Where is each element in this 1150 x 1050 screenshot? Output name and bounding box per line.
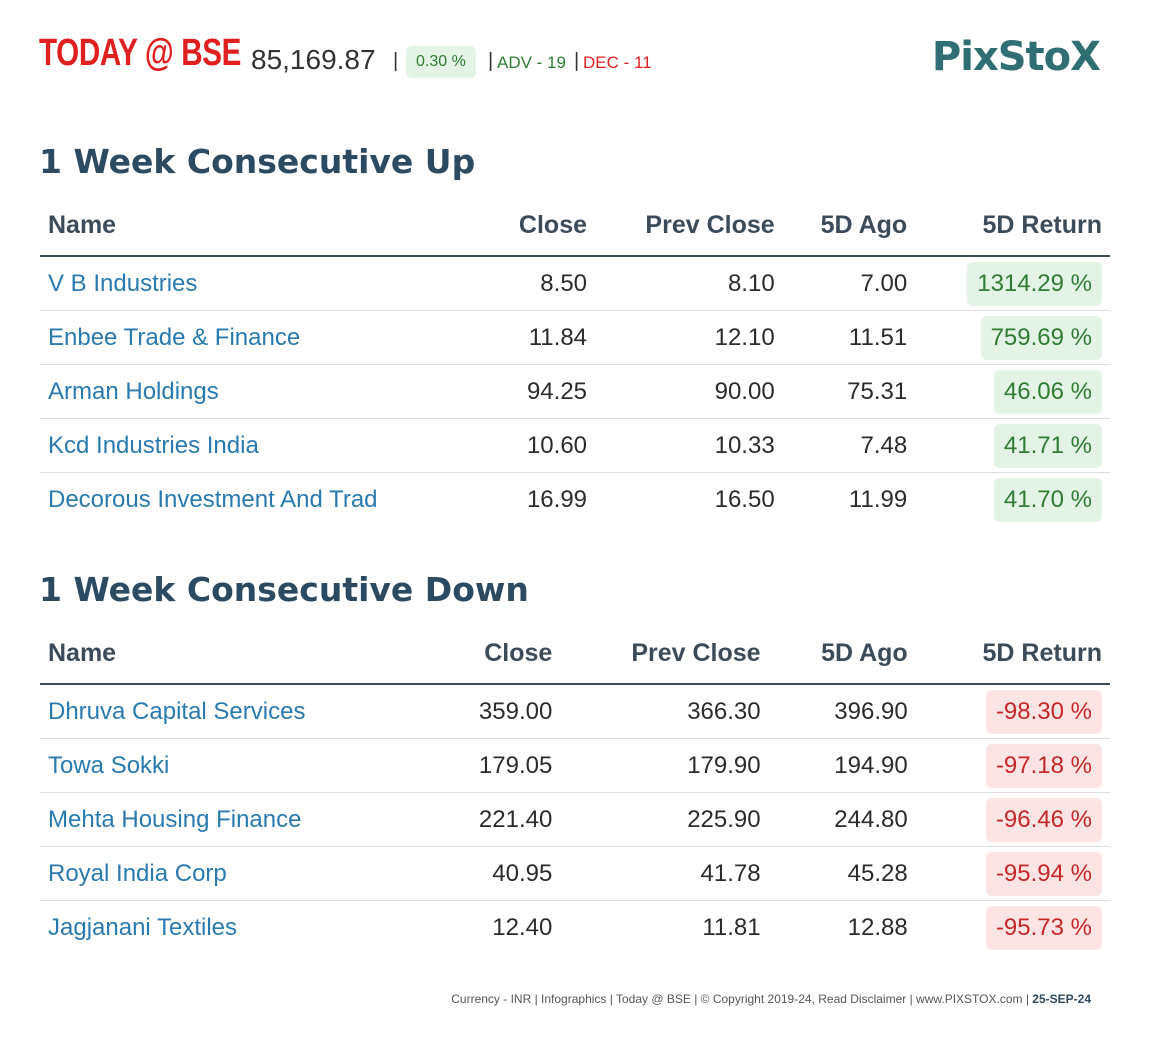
divider: | (574, 50, 580, 72)
5d-return-cell: -95.94 % (915, 846, 1110, 901)
5d-return-cell: 1314.29 % (915, 256, 1110, 311)
section-title-up: 1 Week Consecutive Up (39, 142, 476, 181)
5d-ago-value: 194.90 (768, 738, 916, 793)
col-header-name: Name (40, 623, 433, 685)
col-header-close: Close (432, 623, 561, 685)
close-value: 10.60 (486, 418, 596, 473)
prev-close-value: 225.90 (560, 792, 769, 847)
return-badge: -95.94 % (985, 851, 1102, 896)
stock-name-link[interactable]: V B Industries (40, 256, 487, 311)
col-header-5d-return: 5D Return (915, 195, 1110, 257)
page-title: TODAY @ BSE (39, 32, 241, 74)
divider: | (488, 50, 494, 72)
return-badge: -97.18 % (985, 743, 1102, 788)
return-badge: -98.30 % (985, 689, 1102, 734)
5d-return-cell: 759.69 % (915, 310, 1110, 365)
col-header-5d-ago: 5D Ago (782, 195, 916, 257)
close-value: 221.40 (432, 792, 561, 847)
stock-name-link[interactable]: Towa Sokki (40, 738, 433, 793)
table-consecutive-down: Name Close Prev Close 5D Ago 5D Return D… (40, 623, 1110, 954)
return-badge: 41.71 % (993, 423, 1102, 468)
return-badge: -96.46 % (985, 797, 1102, 842)
5d-return-cell: 46.06 % (915, 364, 1110, 419)
close-value: 94.25 (486, 364, 596, 419)
5d-ago-value: 75.31 (782, 364, 916, 419)
prev-close-value: 12.10 (595, 310, 783, 365)
5d-ago-value: 396.90 (768, 684, 916, 739)
stock-name-link[interactable]: Kcd Industries India (40, 418, 487, 473)
stock-name-link[interactable]: Arman Holdings (40, 364, 487, 419)
col-header-5d-ago: 5D Ago (768, 623, 916, 685)
table-row: Jagjanani Textiles 12.40 11.81 12.88 -95.73 … (40, 901, 1110, 955)
5d-ago-value: 12.88 (847, 913, 908, 941)
return-badge: 1314.29 % (967, 261, 1102, 306)
col-header-prev-close: Prev Close (595, 195, 783, 257)
table-row: Towa Sokki 179.05 179.90 194.90 -97.18 % (40, 738, 1110, 793)
stock-name-link[interactable]: Royal India Corp (40, 846, 433, 901)
table-row: Kcd Industries India 10.60 10.33 7.48 41.71 … (40, 418, 1110, 473)
table-row: V B Industries 8.50 8.10 7.00 1314.29 % (40, 256, 1110, 311)
header: TODAY @ BSE 85,169.87 | 0.30 % | ADV - 1… (39, 30, 1110, 90)
stock-name-link[interactable]: Enbee Trade & Finance (40, 310, 487, 365)
5d-return-cell: -97.18 % (915, 738, 1110, 793)
col-header-close: Close (486, 195, 596, 257)
table-header-row: Name Close Prev Close 5D Ago 5D Return (40, 195, 1110, 257)
footer-date: 25-SEP-24 (1032, 992, 1091, 1006)
5d-ago-value: 11.99 (848, 485, 908, 513)
stock-name-link[interactable]: Jagjanani Textiles (48, 913, 238, 941)
return-badge: 41.70 % (993, 477, 1102, 522)
index-value: 85,169.87 (251, 44, 376, 75)
close-value: 40.95 (432, 846, 561, 901)
section-title-down: 1 Week Consecutive Down (39, 570, 529, 609)
footer-text: Currency - INR | Infographics | Today @ … (451, 992, 1033, 1006)
prev-close-value: 179.90 (560, 738, 769, 793)
table-row: Royal India Corp 40.95 41.78 45.28 -95.94 % (40, 846, 1110, 901)
table-row: Arman Holdings 94.25 90.00 75.31 46.06 % (40, 364, 1110, 419)
close-value: 16.99 (526, 485, 588, 513)
divider: | (393, 50, 399, 72)
footer: Currency - INR | Infographics | Today @ … (451, 992, 1091, 1006)
prev-close-value: 41.78 (560, 846, 769, 901)
prev-close-value: 90.00 (595, 364, 783, 419)
close-value: 8.50 (486, 256, 596, 311)
return-badge: 46.06 % (993, 369, 1102, 414)
prev-close-value: 366.30 (560, 684, 769, 739)
5d-ago-value: 7.48 (782, 418, 916, 473)
5d-return-cell: -96.46 % (915, 792, 1110, 847)
5d-return-cell: 41.71 % (915, 418, 1110, 473)
close-value: 11.84 (486, 310, 596, 365)
table-row: Enbee Trade & Finance 11.84 12.10 11.51 759.… (40, 310, 1110, 365)
5d-ago-value: 11.51 (782, 310, 916, 365)
5d-ago-value: 244.80 (768, 792, 916, 847)
close-value: 179.05 (432, 738, 561, 793)
col-header-prev-close: Prev Close (560, 623, 769, 685)
return-badge: -95.73 % (985, 905, 1102, 950)
change-badge: 0.30 % (406, 46, 476, 78)
pixstox-logo[interactable]: PixStoX (931, 34, 1101, 80)
5d-return-cell: -95.73 % (916, 901, 1110, 955)
stock-name-link[interactable]: Dhruva Capital Services (40, 684, 433, 739)
col-header-5d-return: 5D Return (915, 623, 1110, 685)
table-row: Mehta Housing Finance 221.40 225.90 244.80 -… (40, 792, 1110, 847)
advances-count: ADV - 19 (497, 53, 566, 72)
5d-ago-value: 7.00 (782, 256, 916, 311)
stock-name-link[interactable]: Mehta Housing Finance (40, 792, 433, 847)
close-value: 359.00 (432, 684, 561, 739)
table-row: Dhruva Capital Services 359.00 366.30 396.9… (40, 684, 1110, 739)
table-row: Decorous Investment And Trad 16.99 16.50 11… (40, 473, 1110, 527)
5d-ago-value: 45.28 (768, 846, 916, 901)
declines-count: DEC - 11 (583, 53, 652, 72)
prev-close-value: 16.50 (714, 485, 775, 513)
table-header-row: Name Close Prev Close 5D Ago 5D Return (40, 623, 1110, 685)
prev-close-value: 8.10 (595, 256, 783, 311)
prev-close-value: 11.81 (702, 913, 761, 941)
5d-return-cell: -98.30 % (915, 684, 1110, 739)
stock-name-link[interactable]: Decorous Investment And Trad (48, 485, 378, 513)
table-consecutive-up: Name Close Prev Close 5D Ago 5D Return V… (40, 195, 1110, 526)
return-badge: 759.69 % (980, 315, 1102, 360)
close-value: 12.40 (492, 913, 553, 941)
5d-return-cell: 41.70 % (915, 473, 1110, 527)
col-header-name: Name (40, 195, 487, 257)
prev-close-value: 10.33 (595, 418, 783, 473)
